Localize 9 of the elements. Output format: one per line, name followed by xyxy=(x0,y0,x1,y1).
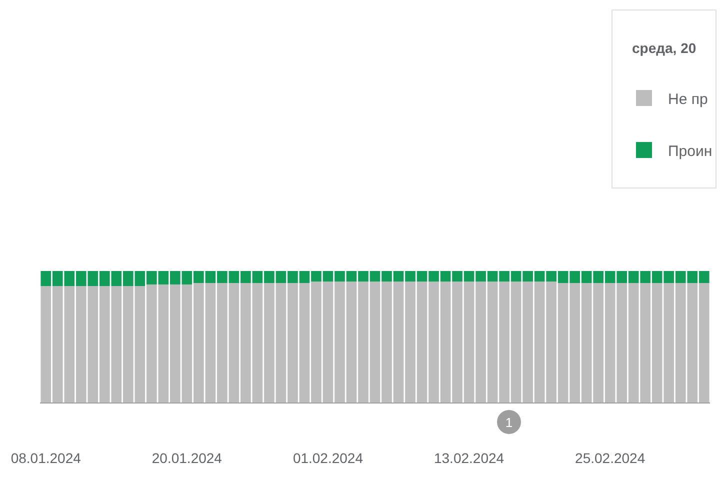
x-tick-label: 08.01.2024 xyxy=(10,450,82,466)
x-tick-label: 01.02.2024 xyxy=(292,450,364,466)
text: 1 xyxy=(505,415,513,430)
x-tick-label: 25.02.2024 xyxy=(575,450,646,466)
legend-label: Не пр xyxy=(668,91,708,108)
legend-title: среда, 20 xyxy=(632,40,696,56)
legend-label: Проин xyxy=(668,143,712,160)
x-tick-label: 13.02.2024 xyxy=(434,450,504,466)
x-tick-label: 20.01.2024 xyxy=(152,450,222,466)
